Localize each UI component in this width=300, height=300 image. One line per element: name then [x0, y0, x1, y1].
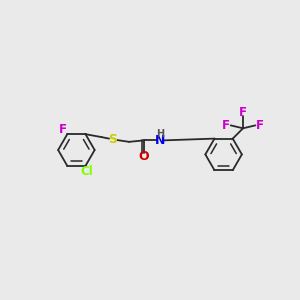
Text: F: F: [59, 123, 67, 136]
Text: O: O: [139, 150, 149, 163]
Text: F: F: [239, 106, 247, 118]
Text: H: H: [156, 129, 164, 139]
Text: S: S: [108, 133, 117, 146]
Text: F: F: [222, 119, 230, 132]
Text: F: F: [256, 119, 264, 132]
Text: Cl: Cl: [81, 165, 93, 178]
Text: N: N: [155, 134, 165, 147]
